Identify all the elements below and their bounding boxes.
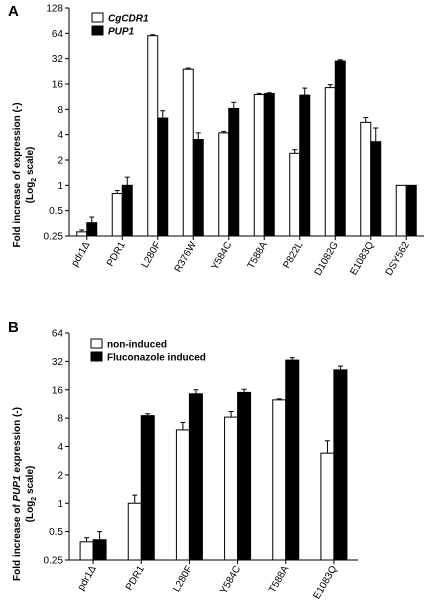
panel-a-ylabel: Fold increase of expression (-) (12, 102, 23, 247)
y-tick-label: 1 (57, 181, 63, 192)
category-label: L280F (171, 564, 195, 594)
bar (157, 117, 169, 237)
y-tick-label: 128 (46, 4, 63, 15)
bar (272, 399, 287, 561)
y-tick-label: 0.25 (44, 556, 64, 567)
category-label: PDR1 (124, 564, 147, 593)
bar (86, 222, 98, 237)
legend-entry: non-induced (107, 340, 167, 351)
bar (253, 94, 265, 237)
category-label: Y584C (218, 564, 243, 596)
bar (324, 87, 336, 237)
panel-b-ylabel: Fold increase of PUP1 expression (-) (12, 407, 23, 581)
panel-a-label: A (8, 3, 19, 20)
y-tick-label: 4 (57, 442, 63, 453)
bar (334, 60, 346, 237)
bar (405, 184, 417, 237)
category-label: E1083Q (312, 564, 340, 601)
bar (79, 541, 94, 561)
y-tick-label: 4 (57, 130, 63, 141)
y-tick-label: 2 (57, 156, 63, 167)
category-label: DSY562 (384, 240, 412, 278)
bar (182, 68, 194, 237)
y-tick-label: 32 (52, 54, 64, 65)
y-tick-label: 8 (57, 105, 63, 116)
bar (121, 184, 133, 237)
bar (224, 416, 239, 561)
y-tick-label: 8 (57, 414, 63, 425)
bar (147, 35, 159, 237)
bar (333, 369, 348, 561)
bar (360, 121, 372, 237)
bar (175, 429, 190, 561)
bar (370, 141, 382, 237)
bar (111, 192, 123, 237)
y-tick-label: 0.5 (49, 527, 63, 538)
y-tick-label: 64 (52, 329, 64, 340)
category-label: T588A (267, 564, 291, 595)
bar (76, 231, 88, 237)
legend-swatch (91, 12, 104, 23)
bar (299, 94, 311, 237)
bar (228, 107, 240, 237)
legend-swatch (90, 338, 103, 349)
category-label: pdr1Δ (69, 240, 92, 269)
bar (140, 415, 155, 561)
y-tick-label: 0.25 (44, 232, 64, 243)
category-label: pdr1Δ (76, 564, 99, 593)
panel-b-label: B (8, 319, 19, 336)
panel-a-ylabel-line2: (Log2 scale) (25, 147, 38, 204)
bar (188, 393, 203, 561)
bar (127, 502, 142, 561)
panel-b-ylabel-line2: (Log2 scale) (25, 466, 38, 523)
legend-entry: CgCDR1 (108, 14, 149, 25)
legend-swatch (90, 351, 103, 362)
bar (320, 452, 335, 561)
bar (237, 391, 252, 561)
category-label: D1082G (313, 240, 341, 278)
bar (263, 93, 275, 237)
category-label: P822L (281, 240, 305, 271)
category-label: T588A (246, 240, 270, 271)
bar (218, 132, 230, 237)
y-tick-label: 0.5 (49, 206, 63, 217)
legend-entry: Fluconazole induced (107, 353, 206, 364)
bar (289, 152, 301, 237)
category-label: Y584C (210, 240, 235, 272)
panel-a: A Fold increase of expression (-) (Log2 … (8, 3, 424, 278)
bar (285, 359, 300, 561)
y-tick-label: 64 (52, 29, 64, 40)
panel-b: B Fold increase of PUP1 expression (-) (… (8, 319, 358, 601)
y-tick-label: 16 (52, 80, 64, 91)
y-tick-label: 2 (57, 470, 63, 481)
bar (192, 139, 204, 237)
bar (395, 184, 407, 237)
bar (92, 539, 107, 561)
y-tick-label: 32 (52, 357, 64, 368)
category-label: R376W (173, 240, 199, 275)
legend-swatch (91, 25, 104, 36)
legend-entry: PUP1 (108, 27, 135, 38)
category-label: E1083Q (348, 240, 376, 277)
y-tick-label: 1 (57, 499, 63, 510)
category-label: L280F (140, 240, 164, 270)
y-tick-label: 16 (52, 385, 64, 396)
category-label: PDR1 (105, 240, 128, 269)
